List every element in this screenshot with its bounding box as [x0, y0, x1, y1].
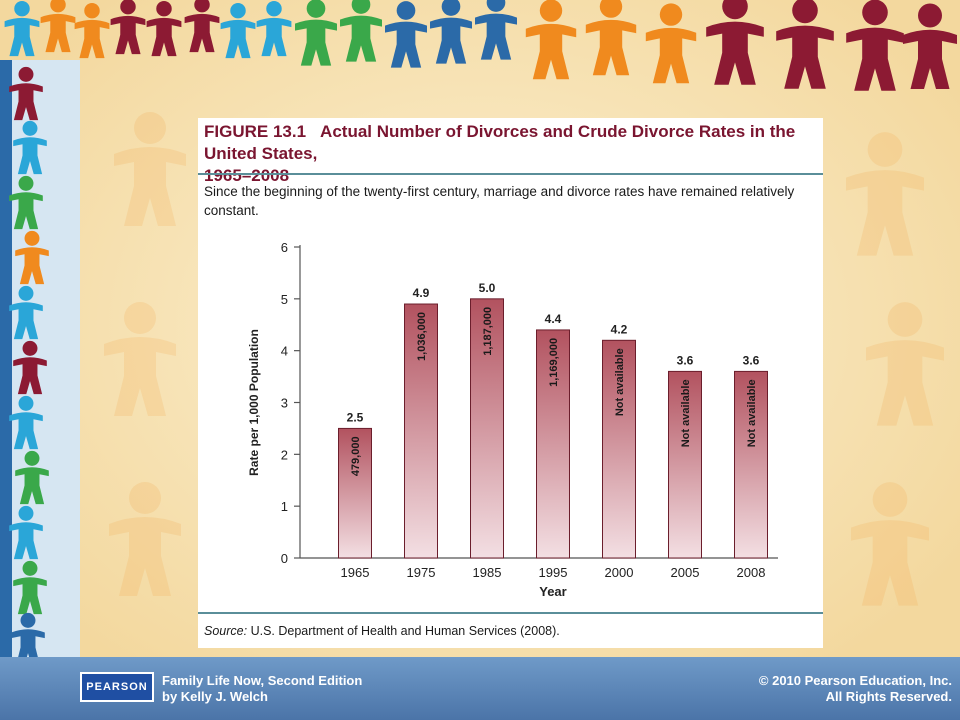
book-author: by Kelly J. Welch	[162, 689, 268, 704]
bar-value-label: 4.9	[413, 286, 430, 300]
figure-title-line1: Actual Number of Divorces and Crude Divo…	[204, 122, 796, 163]
bar-inner-label: Not available	[614, 348, 626, 416]
bar-inner-label: Not available	[746, 379, 758, 447]
bar-inner-label: 1,036,000	[416, 312, 428, 361]
figure-source: Source: U.S. Department of Health and Hu…	[204, 624, 560, 638]
x-tick-label: 1995	[539, 565, 568, 580]
bar-value-label: 3.6	[743, 353, 760, 367]
x-tick-label: 2008	[737, 565, 766, 580]
rights-text: All Rights Reserved.	[825, 689, 952, 704]
footer-bar	[0, 657, 960, 720]
bar-value-label: 4.4	[545, 312, 562, 326]
bar	[602, 339, 636, 559]
y-tick-label: 0	[281, 551, 288, 566]
book-title: Family Life Now, Second Edition	[162, 673, 363, 688]
y-tick-label: 6	[281, 240, 288, 255]
bar-inner-label: 479,000	[350, 436, 362, 476]
source-text: U.S. Department of Health and Human Serv…	[247, 624, 560, 638]
x-axis-label: Year	[539, 584, 566, 599]
source-rule	[198, 612, 823, 614]
y-axis-label: Rate per 1,000 Population	[247, 329, 261, 476]
bar-value-label: 5.0	[479, 281, 496, 295]
bar	[668, 370, 702, 559]
source-label: Source:	[204, 624, 248, 638]
book-info: Family Life Now, Second Edition by Kelly…	[162, 673, 362, 705]
bar	[470, 298, 504, 559]
divorce-rate-bar-chart: 0 1 2 3 4 5 6 Rate per 1,000 Population 2.5 479,0…	[247, 240, 778, 599]
bar	[338, 427, 372, 559]
bar-value-label: 2.5	[347, 410, 364, 424]
figure-panel: FIGURE 13.1 Actual Number of Divorces and…	[198, 118, 823, 648]
title-rule	[198, 173, 823, 175]
y-tick-label: 1	[281, 499, 288, 514]
bar-inner-label: 1,187,000	[482, 307, 494, 356]
bar-inner-label: Not available	[680, 379, 692, 447]
x-tick-label: 2000	[605, 565, 634, 580]
figure-caption: Since the beginning of the twenty-first …	[204, 184, 795, 218]
figure-title: FIGURE 13.1 Actual Number of Divorces and…	[204, 121, 804, 187]
bar-value-label: 3.6	[677, 353, 694, 367]
x-tick-label: 1985	[473, 565, 502, 580]
y-tick-label: 3	[281, 396, 288, 411]
bar	[404, 303, 438, 559]
bar-value-label: 4.2	[611, 322, 628, 336]
y-tick-label: 5	[281, 292, 288, 307]
copyright-info: © 2010 Pearson Education, Inc. All Right…	[759, 673, 952, 705]
bar	[536, 329, 570, 559]
copyright-text: © 2010 Pearson Education, Inc.	[758, 673, 952, 688]
x-tick-label: 1965	[341, 565, 370, 580]
bar	[734, 370, 768, 559]
figure-number: FIGURE 13.1	[204, 122, 307, 141]
y-tick-label: 4	[281, 344, 288, 359]
bar-inner-label: 1,169,000	[548, 338, 560, 387]
x-tick-label: 2005	[671, 565, 700, 580]
x-tick-label: 1975	[407, 565, 436, 580]
pearson-logo: PEARSON	[80, 672, 154, 702]
y-tick-label: 2	[281, 447, 288, 462]
figure-title-line2: 1965–2008	[204, 166, 290, 185]
